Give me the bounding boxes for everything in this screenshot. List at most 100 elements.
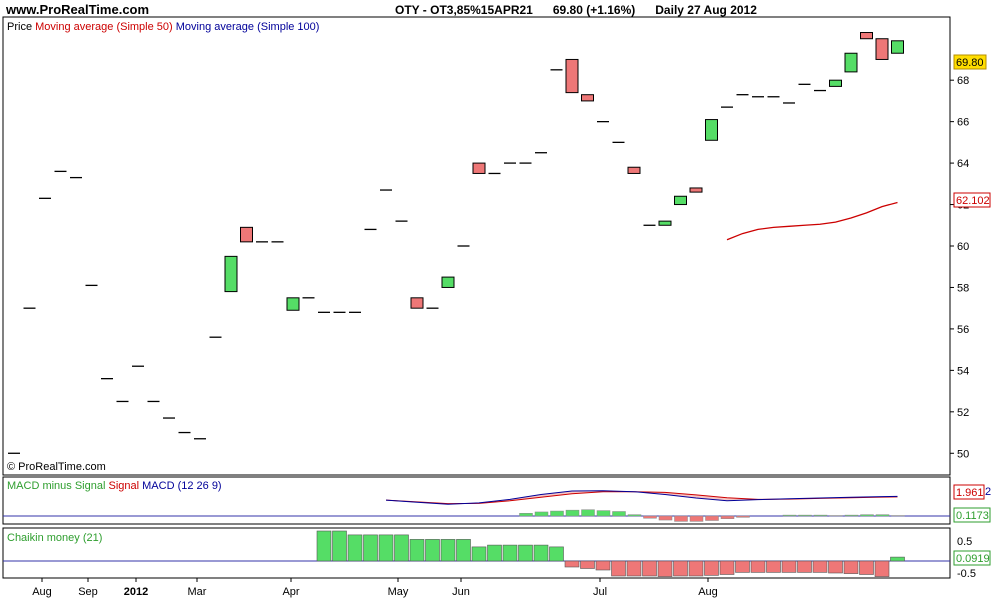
- macd-hist-bar: [705, 515, 719, 521]
- y-tick-label: 60: [957, 241, 969, 253]
- macd-hist-bar: [674, 515, 688, 522]
- macd-hist-bar: [860, 514, 874, 517]
- macd-panel-frame: [2, 476, 951, 525]
- candle-down: [627, 166, 641, 174]
- macd-legend: MACD minus Signal Signal MACD (12 26 9): [7, 480, 222, 492]
- candle-up: [224, 255, 238, 293]
- chaikin-bar: [766, 560, 781, 573]
- x-tick-label: Jun: [452, 586, 470, 598]
- candle-up: [705, 119, 718, 141]
- macd-hist-bar: [534, 511, 549, 517]
- chart-title: OTY - OT3,85%15APR21 69.80 (+1.16%) Dail…: [395, 3, 757, 17]
- y-tick-label: 52: [957, 407, 969, 419]
- chaikin-legend: Chaikin money (21): [7, 532, 102, 544]
- chaikin-bar: [332, 530, 347, 562]
- macd-red-label: 1.961: [956, 487, 984, 499]
- chaikin-bar: [781, 560, 797, 573]
- x-tick-label: Sep: [78, 586, 98, 598]
- ma-value-label: 62.102: [956, 195, 990, 207]
- macd-extra-label: 2: [985, 486, 991, 498]
- macd-red-box: [953, 484, 985, 500]
- chaikin-bar: [564, 560, 580, 568]
- x-tick-label: Apr: [282, 586, 299, 598]
- chaikin-bar: [409, 539, 425, 562]
- macd-line: [385, 490, 898, 505]
- chaikin-bar: [471, 546, 487, 562]
- x-tick-label: Mar: [188, 586, 207, 598]
- chaikin-bar: [363, 534, 378, 562]
- chaikin-bar: [735, 560, 750, 573]
- candle-up: [844, 52, 858, 73]
- macd-hist-bar: [736, 515, 750, 518]
- macd-hist-bar: [844, 514, 859, 517]
- legend-price: Price: [7, 21, 32, 33]
- chaikin-bar: [487, 544, 502, 562]
- site-header[interactable]: www.ProRealTime.com: [6, 2, 150, 17]
- macd-hist-bar: [813, 514, 828, 517]
- macd-green-label: 0.1173: [956, 510, 989, 522]
- candle-up: [674, 195, 687, 206]
- macd-hist-bar: [519, 513, 533, 517]
- chaikin-bar: [595, 560, 611, 571]
- macd-green-box: [953, 507, 991, 523]
- chaikin-panel-frame: [2, 527, 951, 579]
- chaikin-bar: [533, 544, 549, 562]
- macd-hist-bar: [658, 515, 673, 521]
- y-tick-label: 56: [957, 324, 969, 336]
- price-panel-frame: [2, 16, 951, 476]
- y-tick-label: 68: [957, 75, 969, 87]
- price-legend: Price Moving average (Simple 50) Moving …: [7, 21, 319, 33]
- chaikin-bar: [642, 560, 657, 577]
- last-price-box: [953, 54, 987, 70]
- x-tick-label: May: [388, 586, 409, 598]
- chaikin-bar: [843, 560, 859, 574]
- candle-down: [875, 38, 889, 60]
- chaikin-bar: [425, 539, 440, 562]
- candle-down: [565, 58, 579, 94]
- legend-macd-hist: MACD minus Signal: [7, 480, 105, 492]
- chaikin-tick-bottom: -0.5: [957, 568, 976, 580]
- macd-hist-bar: [550, 510, 564, 517]
- x-tick-label: Aug: [32, 586, 52, 598]
- macd-hist-bar: [875, 514, 890, 517]
- x-tick-label: Jul: [593, 586, 607, 598]
- candle-up: [829, 79, 842, 87]
- macd-hist-bar: [612, 511, 626, 517]
- chaikin-bar: [549, 546, 564, 562]
- chaikin-bar: [704, 560, 719, 576]
- ma-value-box: [953, 192, 991, 208]
- macd-hist-bar: [565, 509, 580, 517]
- y-tick-label: 66: [957, 117, 969, 129]
- x-tick-label: Aug: [698, 586, 718, 598]
- x-tick-label: 2012: [124, 586, 148, 598]
- date-label: 27 Aug 2012: [687, 3, 757, 17]
- candle-up: [286, 297, 300, 311]
- chaikin-bar: [673, 560, 688, 577]
- y-tick-label: 50: [957, 448, 969, 460]
- chaikin-bar: [316, 530, 332, 562]
- candle-down: [410, 297, 424, 309]
- macd-hist-bar: [627, 514, 642, 517]
- chaikin-bar: [688, 560, 704, 577]
- chaikin-bar: [378, 534, 394, 562]
- macd-hist-bar: [596, 510, 611, 517]
- macd-hist-bar: [798, 514, 812, 517]
- macd-hist-bar: [643, 515, 657, 519]
- y-tick-label: 64: [957, 158, 969, 170]
- chaikin-bar: [394, 534, 409, 562]
- y-tick-label: 54: [957, 365, 969, 377]
- candle-down: [860, 32, 873, 40]
- chaikin-bar: [874, 560, 890, 577]
- candle-down: [472, 162, 486, 174]
- chaikin-bar: [719, 560, 735, 575]
- chaikin-value-box: [953, 550, 991, 566]
- symbol-label: OTY - OT3,85%15APR21: [395, 3, 533, 17]
- chaikin-bar: [750, 560, 766, 573]
- last-price-label: 69.80: [956, 57, 984, 69]
- macd-hist-bar: [782, 514, 797, 517]
- chaikin-bar: [456, 539, 471, 562]
- period-label: Daily: [655, 3, 684, 17]
- candle-up: [891, 40, 904, 54]
- macd-hist-bar: [689, 515, 704, 522]
